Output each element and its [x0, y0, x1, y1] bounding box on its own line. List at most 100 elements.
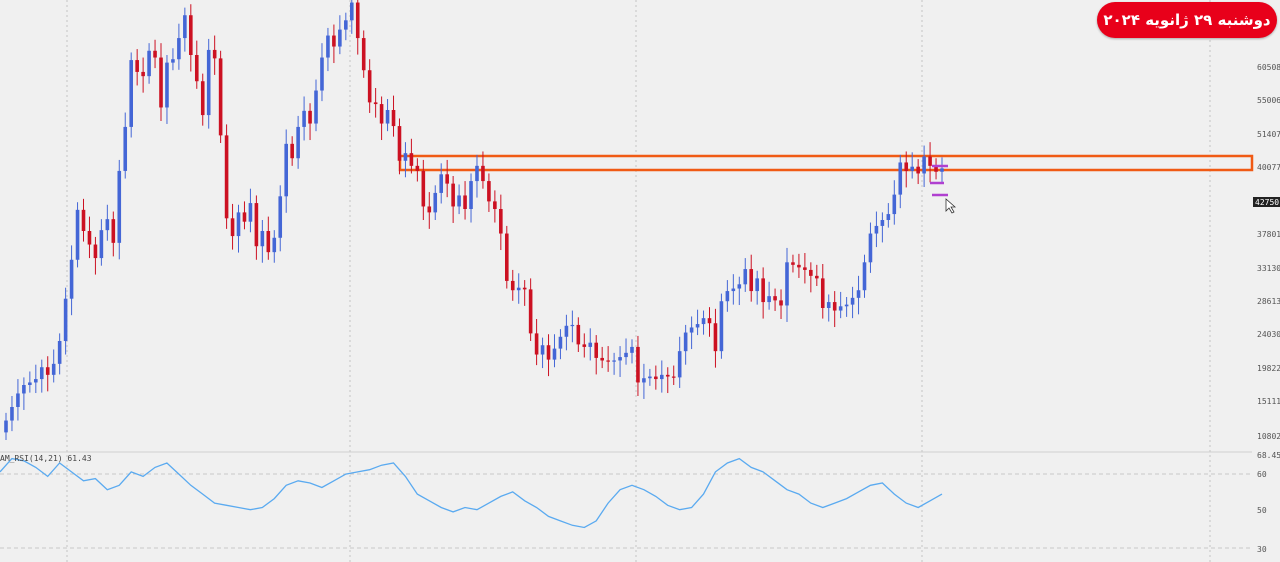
candle [344, 12, 348, 41]
candle [862, 254, 867, 298]
candle [588, 328, 593, 361]
candle-body [361, 38, 366, 71]
candle [93, 236, 98, 275]
candle-body [815, 275, 819, 279]
candle-body [189, 15, 193, 55]
candle [755, 270, 759, 305]
candle-body [147, 50, 151, 77]
candle-body [677, 351, 682, 378]
candle [826, 294, 831, 322]
candle [415, 158, 420, 182]
candle-body [141, 71, 145, 77]
candle-body [534, 333, 539, 355]
candle-body [928, 156, 932, 166]
candle-body [409, 153, 414, 166]
resistance-zone [398, 154, 1254, 172]
candle-body [725, 291, 730, 302]
candle [260, 220, 265, 263]
candle-body [105, 219, 110, 231]
rsi-tick-label: 60 [1257, 470, 1267, 479]
candle [683, 324, 688, 365]
candle-body [767, 296, 771, 303]
candle [4, 412, 8, 440]
candle [785, 247, 789, 322]
candle [677, 336, 682, 388]
candle-body [934, 165, 938, 172]
candle-body [654, 376, 658, 380]
candle [39, 359, 44, 393]
candle-body [576, 324, 581, 345]
candle [749, 254, 754, 302]
candle [874, 211, 879, 248]
candle-body [194, 55, 199, 82]
candle-body [129, 60, 133, 127]
candle-body [344, 20, 348, 30]
candle [594, 335, 599, 375]
candle [779, 289, 783, 319]
candle [522, 280, 527, 306]
candle-body [349, 2, 354, 21]
candle-body [570, 324, 575, 327]
candle-body [832, 302, 837, 311]
candle [212, 35, 217, 75]
candle-body [266, 231, 271, 253]
candle-body [540, 345, 545, 355]
candle-body [111, 219, 116, 243]
candle-body [546, 345, 551, 360]
candle [290, 136, 294, 166]
candle-body [177, 38, 181, 60]
candle [451, 176, 455, 223]
candle [910, 152, 914, 179]
price-tick-label: 55006 [1257, 96, 1280, 105]
candle-body [826, 302, 831, 308]
candle-body [242, 212, 247, 222]
candle [171, 48, 175, 71]
candle [99, 219, 104, 266]
candle [463, 181, 467, 220]
candle-body [373, 102, 378, 105]
candle-body [445, 174, 449, 184]
price-tick-label: 60508 [1257, 63, 1280, 72]
candle-body [183, 15, 187, 39]
candle [34, 364, 38, 394]
candle [838, 291, 843, 319]
candle-body [463, 195, 467, 209]
candle [242, 201, 247, 230]
candle [75, 202, 80, 268]
candle-body [809, 269, 813, 276]
candle [725, 280, 730, 312]
candle [57, 333, 62, 375]
candle-body [785, 262, 789, 306]
candle-body [379, 104, 384, 124]
candle [713, 308, 718, 368]
candle [904, 151, 909, 188]
candle [516, 273, 521, 304]
candle-body [612, 360, 616, 362]
candle [427, 192, 432, 229]
candle-body [308, 110, 312, 124]
candle [665, 367, 670, 394]
candle-body [439, 174, 444, 193]
candle-body [254, 203, 259, 247]
candle [10, 396, 14, 432]
candle [22, 377, 26, 410]
candle [886, 203, 891, 228]
candlestick-series [4, 0, 944, 440]
candle-body [165, 62, 169, 108]
candle-body [719, 301, 724, 352]
candle-body [642, 378, 646, 383]
candle [445, 159, 449, 198]
candle [16, 379, 20, 421]
candle-body [421, 170, 426, 207]
candle-body [117, 170, 122, 243]
price-tick-label: 24030 [1257, 330, 1280, 339]
candle [540, 337, 545, 369]
candle [153, 39, 157, 69]
candle [934, 158, 938, 180]
rsi-axis: 68.45 60 50 30 [1257, 451, 1280, 554]
candle-body [558, 336, 563, 349]
candle-body [135, 60, 139, 72]
candle-body [880, 220, 885, 226]
candle-body [904, 162, 909, 171]
